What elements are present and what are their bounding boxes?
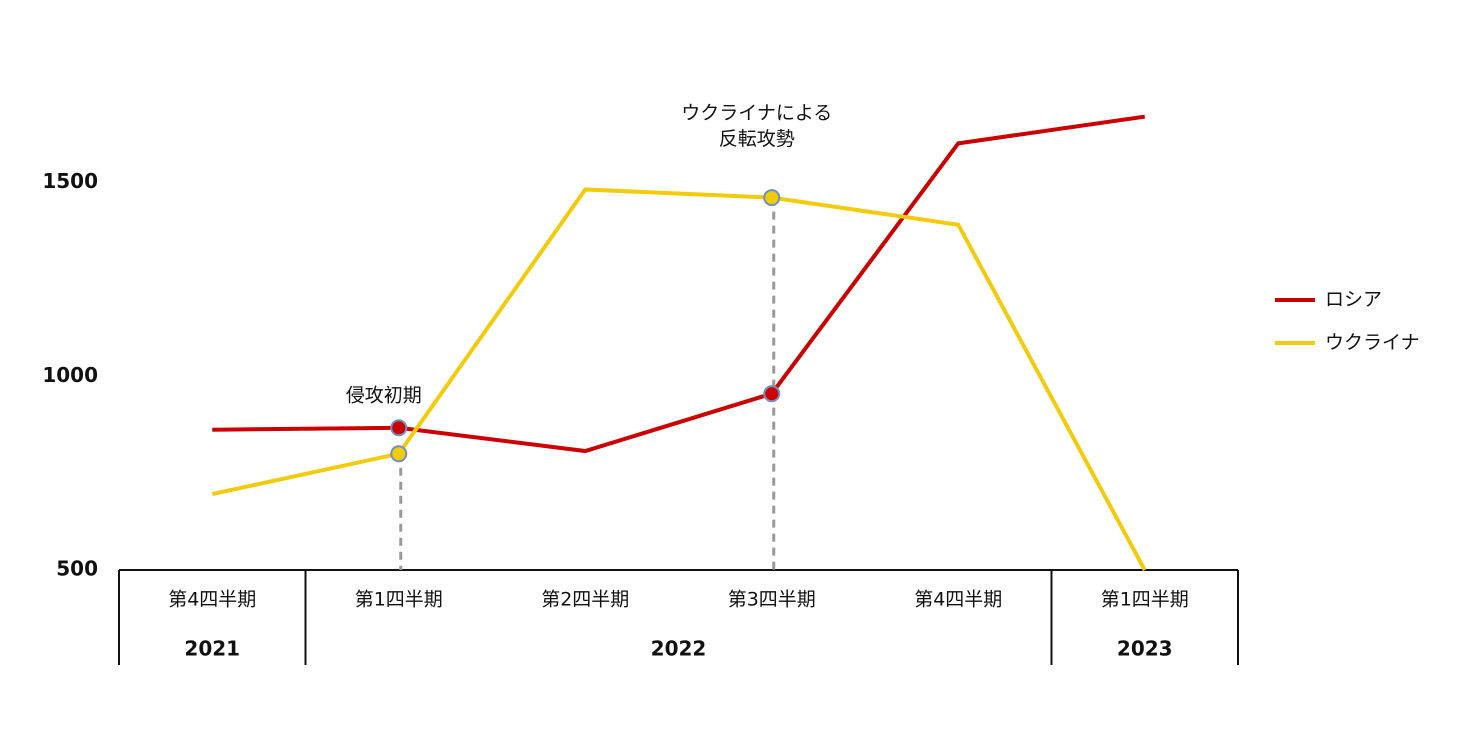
x-tick-label: 第3四半期 bbox=[728, 589, 816, 611]
annotation: 侵攻初期 bbox=[346, 384, 422, 406]
marker bbox=[763, 385, 781, 403]
x-tick-label: 第2四半期 bbox=[541, 589, 629, 611]
marker bbox=[763, 189, 781, 207]
y-tick-label: 1500 bbox=[42, 169, 98, 193]
marker bbox=[390, 445, 408, 463]
legend-label: ロシア bbox=[1325, 289, 1382, 311]
x-tick-label: 第1四半期 bbox=[1101, 589, 1189, 611]
legend-label: ウクライナ bbox=[1325, 332, 1420, 354]
marker bbox=[390, 419, 408, 437]
year-label: 2021 bbox=[184, 637, 240, 661]
y-tick-label: 1000 bbox=[42, 363, 98, 387]
y-tick-label: 500 bbox=[56, 557, 98, 581]
x-tick-label: 第4四半期 bbox=[914, 589, 1002, 611]
year-label: 2023 bbox=[1117, 637, 1173, 661]
x-tick-label: 第1四半期 bbox=[355, 589, 443, 611]
annotation: ウクライナによる bbox=[681, 102, 832, 124]
year-label: 2022 bbox=[651, 637, 707, 661]
x-tick-label: 第4四半期 bbox=[168, 589, 256, 611]
series-line bbox=[212, 114, 1146, 454]
annotation: 反転攻勢 bbox=[719, 128, 795, 150]
series-line bbox=[211, 187, 1147, 571]
